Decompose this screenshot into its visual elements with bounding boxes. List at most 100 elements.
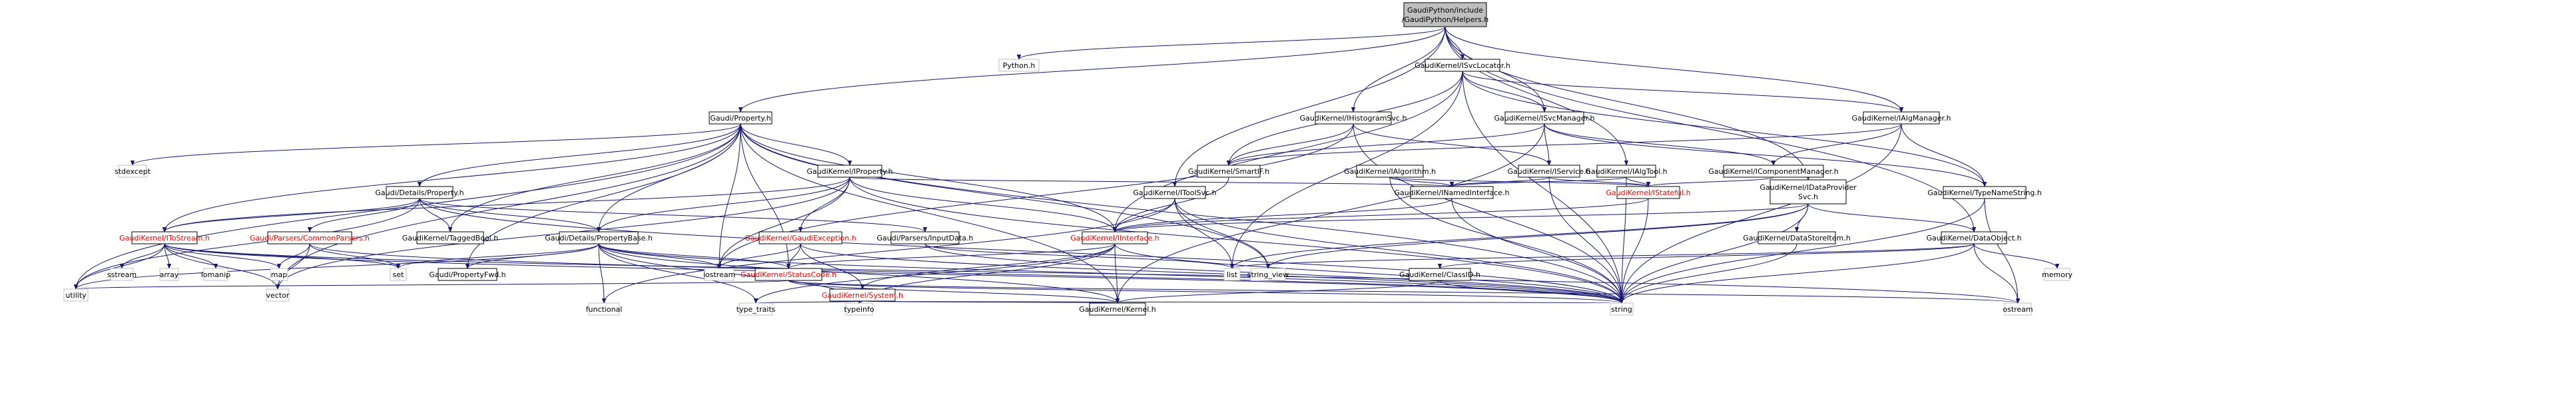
node-box xyxy=(131,231,198,244)
edge xyxy=(76,243,599,290)
edge xyxy=(76,198,420,289)
edge xyxy=(164,123,741,232)
node[interactable]: GaudiPython/include/GaudiPython/Helpers.… xyxy=(1402,2,1488,27)
node[interactable]: GaudiKernel/TaggedBool.h xyxy=(402,231,498,244)
edges xyxy=(76,26,2057,304)
node-box xyxy=(270,268,288,281)
node[interactable]: GaudiKernel/INamedInterface.h xyxy=(1395,186,1510,199)
edge xyxy=(598,243,756,303)
node[interactable]: GaudiKernel/ISvcLocator.h xyxy=(1415,59,1510,72)
node-box xyxy=(709,111,773,125)
node[interactable]: GaudiKernel/IHistogramSvc.h xyxy=(1300,111,1407,125)
node: functional xyxy=(586,302,622,316)
node-box xyxy=(1143,186,1206,199)
node-box xyxy=(1197,165,1261,178)
node: stdexcept xyxy=(115,165,151,178)
node: set xyxy=(390,268,407,281)
edge xyxy=(1973,243,2057,269)
edge xyxy=(164,243,278,290)
node[interactable]: GaudiKernel/IService.h xyxy=(1508,165,1591,178)
edge xyxy=(740,123,1268,268)
node[interactable]: GaudiKernel/IProperty.h xyxy=(806,165,893,178)
edge xyxy=(164,243,398,269)
edge xyxy=(419,198,450,232)
node[interactable]: GaudiKernel/TypeNameString.h xyxy=(1927,186,2042,199)
node-box xyxy=(1409,268,1471,281)
node[interactable]: GaudiKernel/IStateful.h xyxy=(1606,186,1691,199)
edge xyxy=(1462,71,1544,113)
node[interactable]: GaudiKernel/ISvcManager.h xyxy=(1494,111,1595,125)
node[interactable]: Gaudi/Details/Property.h xyxy=(375,186,464,199)
node-box xyxy=(1610,302,1634,316)
node-box xyxy=(1403,2,1487,27)
node[interactable]: GaudiKernel/DataStoreItem.h xyxy=(1743,231,1851,244)
edge xyxy=(1229,123,1545,166)
node-label: GaudiKernel/SmartIF.h xyxy=(1188,167,1269,176)
edge xyxy=(419,198,925,232)
node[interactable]: Gaudi/Parsers/CommonParsers.h xyxy=(250,231,370,244)
node[interactable]: GaudiKernel/System.h xyxy=(822,288,903,302)
edge xyxy=(1462,71,1622,303)
edge xyxy=(756,243,1116,304)
node-box xyxy=(416,231,484,244)
node-box xyxy=(704,268,735,281)
node-label: iostream xyxy=(703,270,735,279)
node-box xyxy=(63,288,89,302)
edge xyxy=(740,123,1118,303)
edge xyxy=(1389,177,1622,303)
edge xyxy=(1445,26,1901,112)
node[interactable]: GaudiKernel/IToolSvc.h xyxy=(1133,186,1217,199)
node-box xyxy=(829,288,896,302)
edge xyxy=(310,198,420,232)
node[interactable]: GaudiKernel/IToStream.h xyxy=(119,231,210,244)
node-box xyxy=(118,165,147,178)
edge xyxy=(278,123,741,289)
edge xyxy=(924,243,1232,269)
edge xyxy=(164,243,2018,304)
edge xyxy=(309,243,1622,304)
node[interactable]: GaudiKernel/GaudiException.h xyxy=(745,231,856,244)
node[interactable]: Gaudi/Property.h xyxy=(709,111,773,125)
edge xyxy=(1268,203,1809,269)
node-box xyxy=(1315,111,1392,125)
edge xyxy=(1773,123,1902,166)
node-label: GaudiKernel/IInterface.h xyxy=(1070,234,1159,242)
node: Python.h xyxy=(998,59,1040,72)
edge xyxy=(1232,203,1809,269)
node[interactable]: Gaudi/Details/PropertyBase.h xyxy=(545,231,653,244)
edge xyxy=(740,123,850,166)
node-label: GaudiKernel/DataObject.h xyxy=(1926,234,2021,242)
edge xyxy=(598,243,1118,304)
node[interactable]: GaudiKernel/IAlgTool.h xyxy=(1585,165,1668,178)
edge xyxy=(1462,71,1901,113)
node[interactable]: GaudiKernel/ClassID.h xyxy=(1399,268,1480,281)
node[interactable]: Gaudi/PropertyFwd.h xyxy=(429,268,506,281)
edge xyxy=(309,243,398,269)
node[interactable]: GaudiKernel/DataObject.h xyxy=(1926,231,2022,244)
node-box xyxy=(817,165,882,178)
node[interactable]: GaudiKernel/Kernel.h xyxy=(1079,302,1156,316)
edge xyxy=(398,243,599,269)
node-label: GaudiKernel/IAlgTool.h xyxy=(1585,167,1667,176)
node[interactable]: Gaudi/Parsers/InputData.h xyxy=(876,231,974,244)
edge xyxy=(719,177,850,268)
node[interactable]: GaudiKernel/SmartIF.h xyxy=(1188,165,1269,178)
edge xyxy=(598,243,604,303)
node-label: GaudiKernel/IDataProvider xyxy=(1760,183,1857,192)
node: sstream xyxy=(107,268,137,281)
node[interactable]: GaudiKernel/IInterface.h xyxy=(1070,231,1159,244)
node-box xyxy=(890,231,960,244)
node-box xyxy=(1770,179,1847,205)
node[interactable]: GaudiKernel/IComponentManager.h xyxy=(1708,165,1839,178)
edge xyxy=(740,123,1115,232)
edge xyxy=(1548,177,1648,187)
node: iomanip xyxy=(201,268,230,281)
node[interactable]: GaudiKernel/IAlgorithm.h xyxy=(1344,165,1436,178)
node[interactable]: GaudiKernel/StatusCode.h xyxy=(741,268,836,281)
node[interactable]: GaudiKernel/IAlgManager.h xyxy=(1851,111,1951,125)
node-label: GaudiKernel/IHistogramSvc.h xyxy=(1300,114,1407,123)
node-label: typeinfo xyxy=(844,305,874,314)
